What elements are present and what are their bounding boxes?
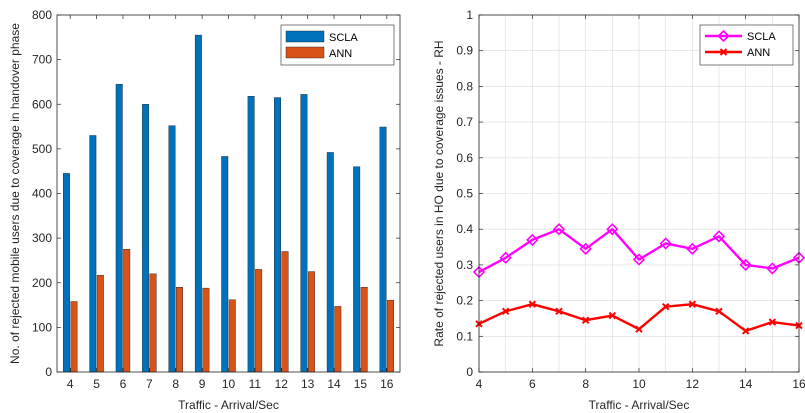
x-tick-label: 15 bbox=[354, 377, 368, 391]
point-ann-12 bbox=[688, 300, 697, 308]
x-tick-label: 12 bbox=[686, 377, 700, 391]
point-scla-8 bbox=[579, 242, 592, 255]
x-tick-label: 13 bbox=[301, 377, 315, 391]
point-scla-14 bbox=[739, 258, 752, 272]
series-line-scla bbox=[478, 227, 800, 274]
y-tick-label: 0.8 bbox=[456, 79, 473, 93]
point-scla-13 bbox=[712, 230, 726, 243]
x-tick-label: 14 bbox=[327, 377, 341, 391]
point-scla-10 bbox=[632, 253, 646, 266]
point-scla-12 bbox=[686, 242, 699, 255]
x-tick-label: 14 bbox=[739, 377, 753, 391]
y-tick-label: 800 bbox=[32, 8, 52, 22]
y-axis-label: Rate of rejected users in HO due to cove… bbox=[432, 40, 446, 346]
point-scla-7 bbox=[552, 223, 566, 236]
y-axis-label: No. of rejected mobile users due to cove… bbox=[8, 23, 22, 364]
x-tick-label: 10 bbox=[222, 377, 236, 391]
y-tick-label: 200 bbox=[32, 276, 52, 290]
point-ann-5 bbox=[501, 307, 510, 316]
point-scla-15 bbox=[766, 262, 779, 275]
legend-marker-ann bbox=[719, 48, 728, 56]
x-tick-label: 4 bbox=[67, 377, 74, 391]
y-tick-label: 0.9 bbox=[456, 44, 473, 58]
y-tick-label: 100 bbox=[32, 320, 52, 334]
x-tick-label: 4 bbox=[476, 377, 483, 391]
point-ann-10 bbox=[635, 325, 643, 333]
y-tick-label: 500 bbox=[32, 142, 52, 156]
x-tick-label: 12 bbox=[275, 377, 289, 391]
legend-box bbox=[699, 24, 794, 66]
point-ann-13 bbox=[715, 307, 723, 316]
y-tick-label: 0.3 bbox=[456, 258, 473, 272]
point-ann-9 bbox=[608, 311, 617, 320]
x-tick-label: 16 bbox=[792, 377, 805, 391]
y-tick-label: 700 bbox=[32, 53, 52, 67]
point-ann-15 bbox=[768, 318, 777, 326]
legend-label-ann: ANN bbox=[329, 48, 352, 60]
point-scla-6 bbox=[526, 233, 539, 247]
x-axis-label: Traffic - Arrival/Sec bbox=[178, 398, 279, 412]
y-tick-label: 1 bbox=[466, 8, 473, 22]
x-tick-label: 16 bbox=[380, 377, 394, 391]
y-tick-label: 400 bbox=[32, 187, 52, 201]
point-ann-7 bbox=[555, 307, 563, 316]
x-tick-label: 9 bbox=[199, 377, 206, 391]
x-tick-label: 6 bbox=[120, 377, 127, 391]
plot-area bbox=[57, 15, 400, 372]
point-ann-14 bbox=[741, 327, 750, 335]
point-ann-11 bbox=[661, 302, 670, 311]
x-tick-label: 8 bbox=[582, 377, 589, 391]
point-ann-8 bbox=[581, 316, 590, 324]
point-scla-9 bbox=[606, 223, 619, 236]
y-tick-label: 0.5 bbox=[456, 187, 473, 201]
y-tick-label: 300 bbox=[32, 231, 52, 245]
y-tick-label: 0 bbox=[45, 365, 52, 379]
x-tick-label: 11 bbox=[249, 377, 262, 391]
x-tick-label: 5 bbox=[93, 377, 100, 391]
legend-swatch-scla bbox=[285, 30, 325, 43]
x-tick-label: 6 bbox=[529, 377, 536, 391]
point-ann-6 bbox=[528, 300, 537, 308]
legend-swatch-ann bbox=[285, 46, 325, 59]
legend-label-ann: ANN bbox=[747, 47, 770, 59]
y-tick-label: 0.4 bbox=[456, 222, 473, 236]
x-axis-label: Traffic - Arrival/Sec bbox=[589, 398, 690, 412]
y-tick-label: 0.2 bbox=[456, 294, 473, 308]
legend-label-scla: SCLA bbox=[747, 31, 776, 43]
y-tick-label: 600 bbox=[32, 97, 52, 111]
x-tick-label: 8 bbox=[172, 377, 179, 391]
y-tick-label: 0.6 bbox=[456, 151, 473, 165]
point-scla-11 bbox=[659, 237, 672, 250]
axes-box bbox=[56, 14, 401, 373]
x-tick-label: 10 bbox=[632, 377, 646, 391]
legend-label-scla: SCLA bbox=[329, 32, 358, 44]
x-tick-label: 7 bbox=[146, 377, 153, 391]
y-tick-label: 0.7 bbox=[456, 115, 473, 129]
point-scla-5 bbox=[499, 251, 512, 264]
axes-box bbox=[478, 14, 800, 373]
legend-marker-scla bbox=[717, 29, 730, 43]
y-tick-label: 0.1 bbox=[456, 329, 473, 343]
y-tick-label: 0 bbox=[466, 365, 473, 379]
